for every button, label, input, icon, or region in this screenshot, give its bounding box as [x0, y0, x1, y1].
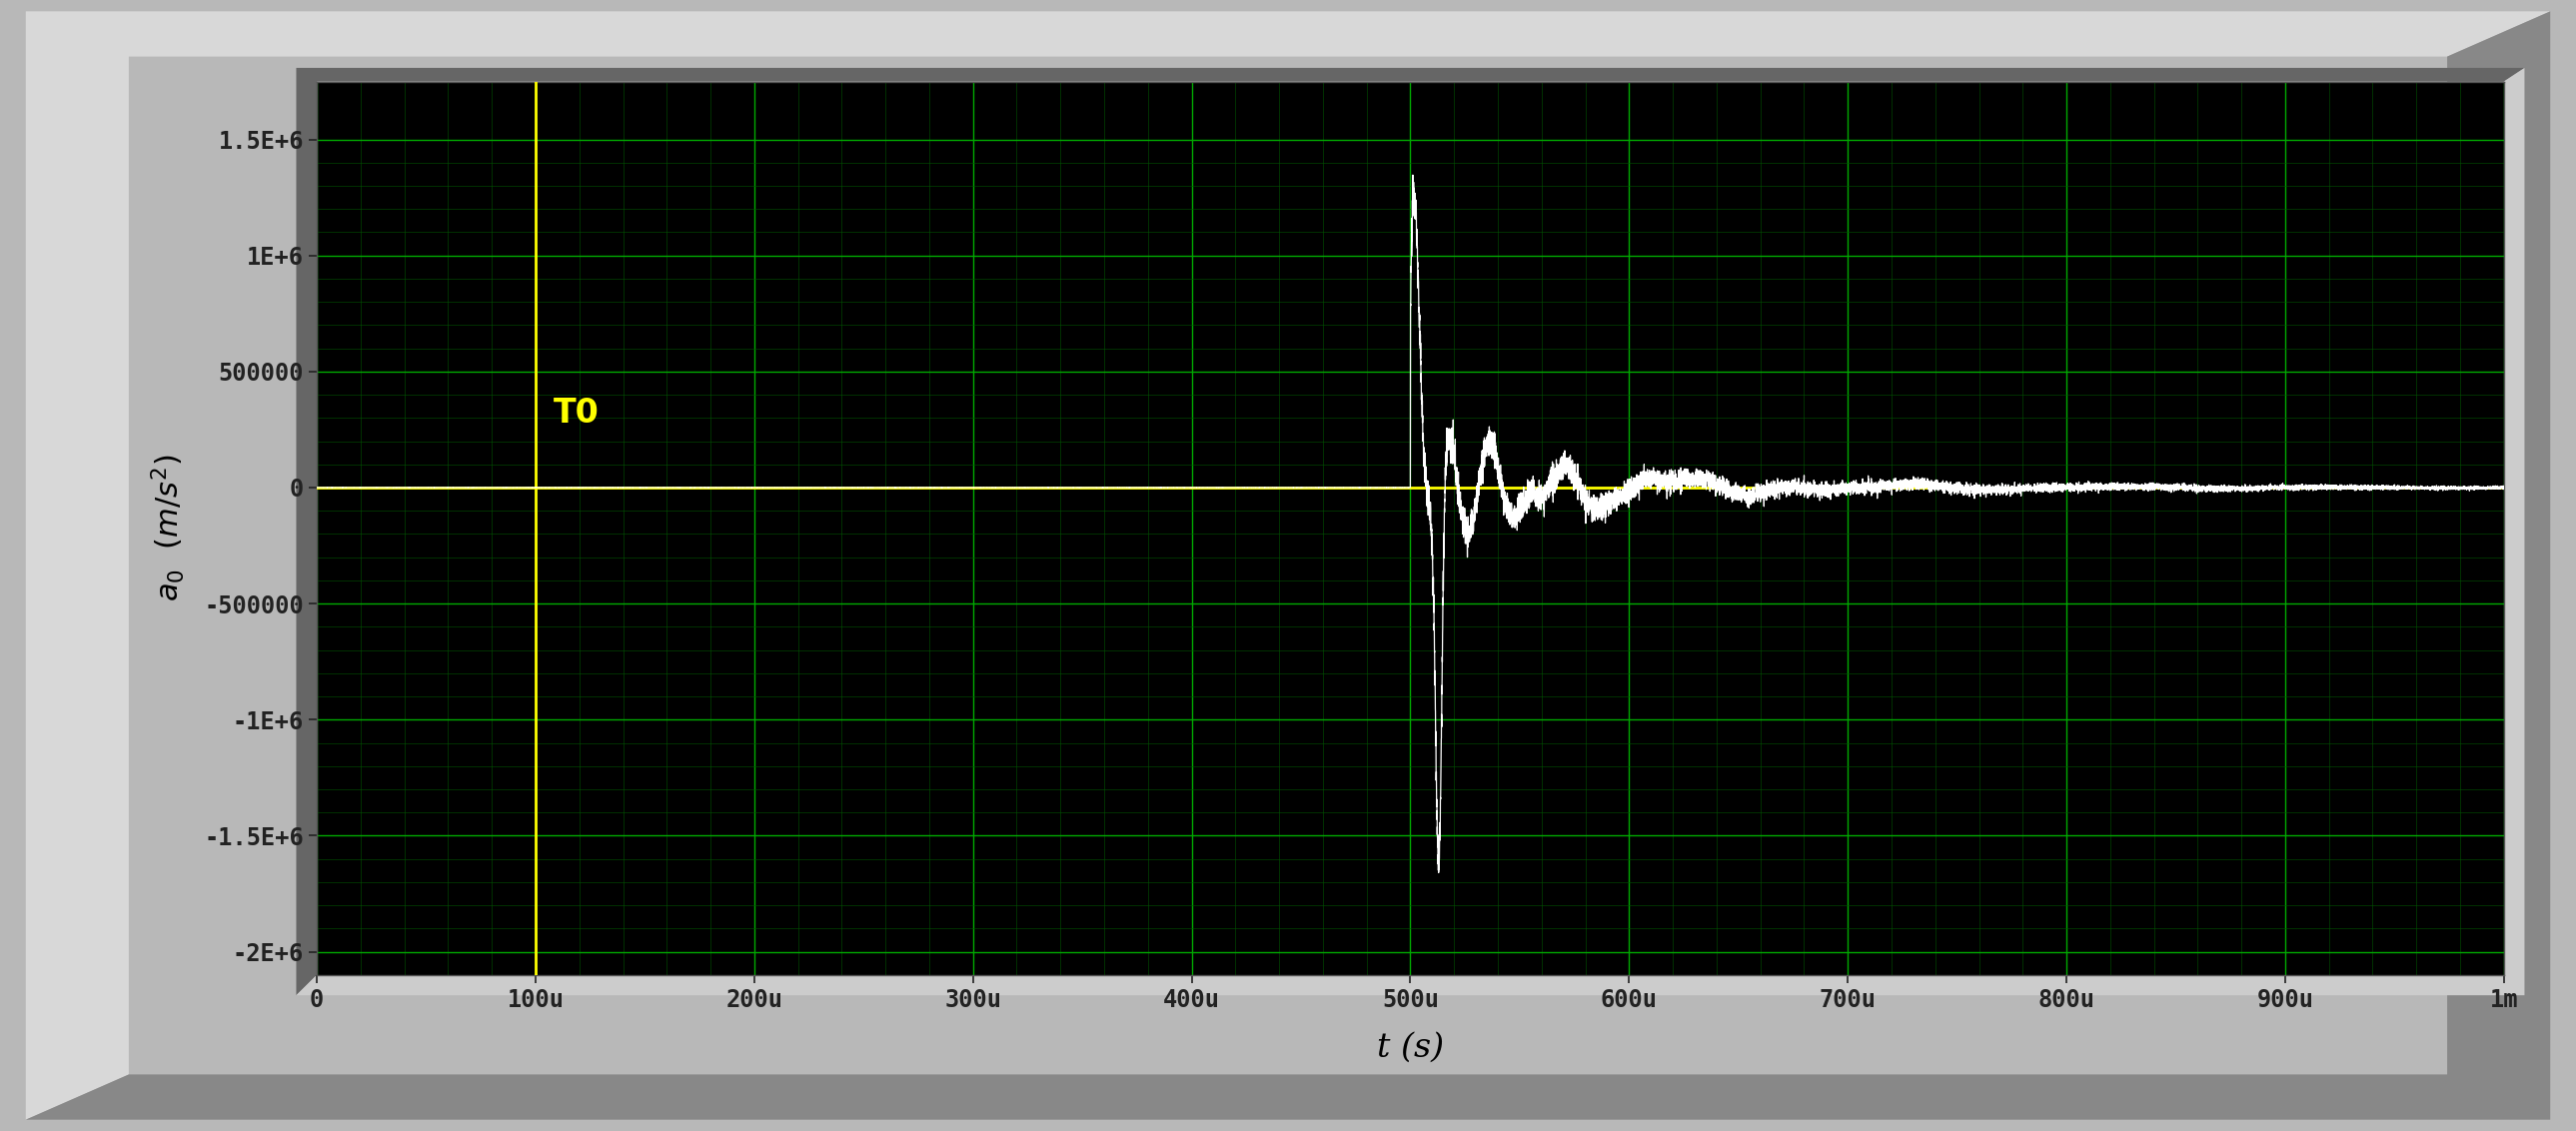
Text: T0: T0	[554, 397, 598, 430]
Polygon shape	[296, 68, 2524, 995]
X-axis label: t (s): t (s)	[1376, 1031, 1445, 1063]
Polygon shape	[26, 11, 2550, 1120]
Y-axis label: $a_0$  $(m/s^2)$: $a_0$ $(m/s^2)$	[149, 455, 188, 602]
Polygon shape	[296, 68, 2524, 995]
Polygon shape	[26, 11, 2550, 1120]
